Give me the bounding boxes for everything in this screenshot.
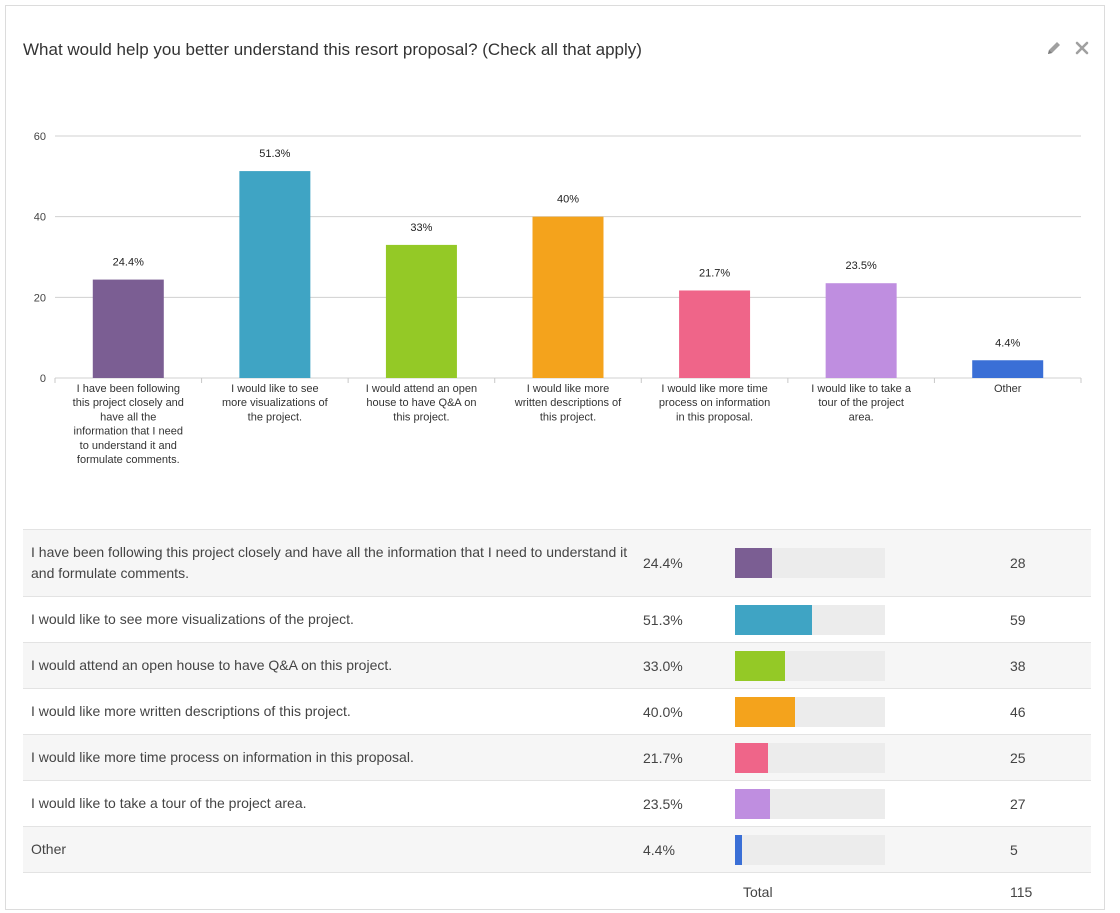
share-bar-track [735,788,885,819]
x-tick-label: tour of the project [818,397,904,409]
share-bar-fill [735,604,812,635]
bar [825,283,897,378]
table-row: I would like to take a tour of the proje… [23,780,1091,826]
total-row: Total 115 [23,872,1091,911]
y-tick-label: 20 [34,292,46,304]
share-bar-fill [735,834,742,865]
answer-label: I would like to see more visualizations … [31,611,354,627]
x-tick-label: the project. [248,411,302,423]
answer-percent: 24.4% [643,555,683,571]
x-tick-label: written descriptions of [514,397,622,409]
bar [385,244,457,378]
data-label: 4.4% [995,337,1020,349]
table-row: I would like to see more visualizations … [23,596,1091,642]
share-bar-cell [735,643,885,688]
share-bar-track [735,696,885,727]
share-bar-cell [735,530,885,596]
table-row: I would attend an open house to have Q&A… [23,642,1091,688]
table-row: I have been following this project close… [23,529,1091,596]
x-tick-label: to understand it and [80,440,177,452]
answer-percent: 51.3% [643,611,683,628]
total-value: 115 [1010,884,1033,900]
answer-count: 25 [1010,749,1026,766]
x-tick-label: house to have Q&A on [366,397,476,409]
answer-count: 46 [1010,703,1026,720]
bar [972,360,1044,378]
results-table: I have been following this project close… [23,529,1091,911]
share-bar-track [735,604,885,635]
answer-percent: 21.7% [643,749,683,766]
x-tick-label: process on information [659,397,770,409]
question-title: What would help you better understand th… [23,40,642,59]
answer-label: Other [31,841,67,857]
x-tick-label: I have been following [77,383,180,395]
bar-chart: 0 20 40 60 24.4% I have been following this pr… [34,131,1082,466]
share-bar-fill [735,548,772,578]
data-label: 33% [410,222,432,234]
answer-label: I have been following this project close… [31,544,628,581]
table-row: Other 4.4% 5 [23,826,1091,872]
answer-count: 27 [1010,795,1026,812]
x-tick-label: I would like more time [661,383,767,395]
data-label: 21.7% [699,267,730,279]
x-tick-label: this project. [540,411,596,423]
answer-label: I would like to take a tour of the proje… [31,795,307,811]
answer-label: I would like more written descriptions o… [31,703,351,719]
answer-percent: 23.5% [643,795,683,812]
share-bar-fill [735,788,771,819]
data-label: 51.3% [259,148,290,160]
x-tick-label: this project closely and [73,397,184,409]
answer-percent: 4.4% [643,841,675,858]
share-bar-cell [735,827,885,872]
table-row: I would like more time process on inform… [23,734,1091,780]
answer-label: I would like more time process on inform… [31,749,414,765]
x-tick-label: have all the [100,411,156,423]
share-bar-track [735,834,885,865]
share-bar-track [735,742,885,773]
total-label: Total [743,884,773,900]
x-tick-label: information that I need [74,426,183,438]
y-tick-label: 0 [40,373,46,385]
table-row: I would like more written descriptions o… [23,688,1091,734]
data-label: 24.4% [113,257,144,269]
share-bar-fill [735,650,785,681]
share-bar-cell [735,781,885,826]
bar [92,279,164,378]
bar [679,290,751,378]
pencil-icon[interactable] [1046,40,1062,56]
share-bar-cell [735,735,885,780]
data-label: 23.5% [846,260,877,272]
x-tick-label: I would like to take a [811,383,912,395]
share-bar-track [735,650,885,681]
share-bar-cell [735,597,885,642]
x-tick-label: area. [849,411,874,423]
answer-count: 5 [1010,841,1018,858]
answer-percent: 40.0% [643,703,683,720]
x-tick-label: more visualizations of [222,397,329,409]
x-tick-label: in this proposal. [676,411,753,423]
close-icon[interactable] [1074,40,1090,56]
answer-percent: 33.0% [643,657,683,674]
share-bar-cell [735,689,885,734]
answer-count: 28 [1010,555,1026,571]
x-tick-label: I would attend an open [366,383,477,395]
share-bar-fill [735,696,795,727]
x-tick-label: I would like to see [231,383,318,395]
data-label: 40% [557,194,579,206]
x-tick-label: this project. [393,411,449,423]
answer-count: 38 [1010,657,1026,674]
card-actions [1046,40,1090,56]
bar [532,216,604,378]
x-tick-label: formulate comments. [77,454,180,466]
bar [239,171,311,378]
answer-count: 59 [1010,611,1026,628]
y-tick-label: 60 [34,131,46,143]
share-bar-track [735,548,885,578]
answer-label: I would attend an open house to have Q&A… [31,657,393,673]
x-tick-label: Other [994,383,1022,395]
x-tick-label: I would like more [527,383,610,395]
y-tick-label: 40 [34,212,46,224]
share-bar-fill [735,742,768,773]
